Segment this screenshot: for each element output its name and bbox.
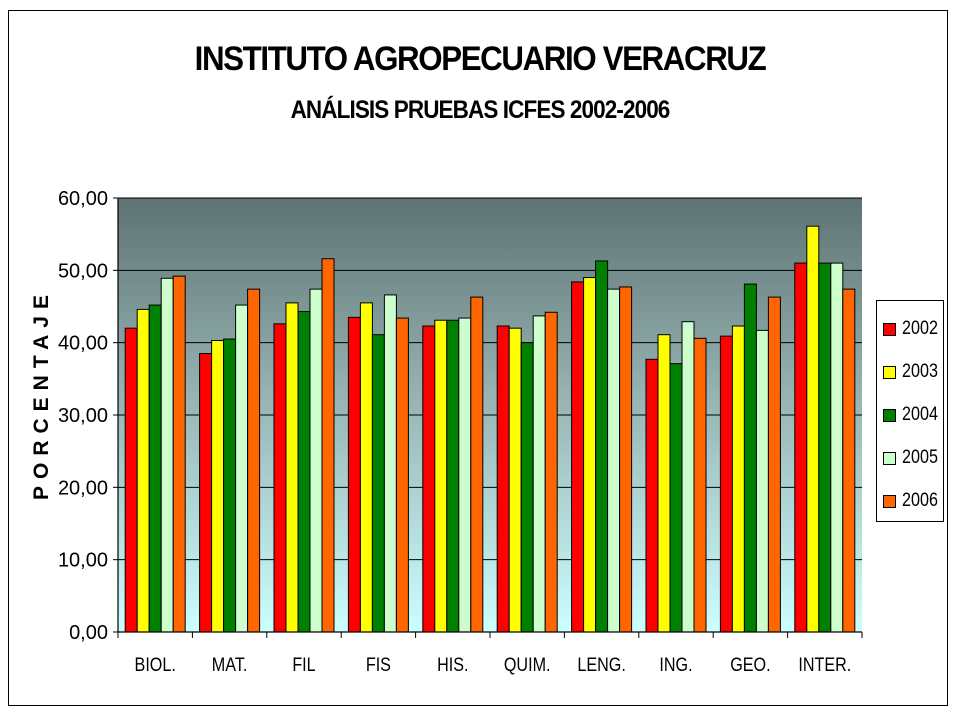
bar-2003-7	[657, 334, 671, 633]
bar-2003-8	[731, 325, 745, 633]
bar-2004-2	[297, 311, 311, 633]
bar-2005-4	[458, 317, 472, 633]
bar-2004-1	[223, 338, 237, 633]
legend-item-2006: 2006	[883, 489, 944, 513]
bar-2006-1	[247, 288, 261, 633]
bar-2004-5	[520, 342, 534, 633]
bar-2002-0	[124, 327, 138, 633]
bar-2002-7	[645, 358, 659, 633]
bar-2005-8	[755, 329, 769, 633]
x-tick-label: BIOL.	[135, 654, 176, 676]
legend-item-2004: 2004	[883, 403, 944, 427]
bar-2002-8	[719, 335, 733, 633]
legend-swatch	[883, 451, 896, 465]
bar-2002-1	[199, 353, 213, 633]
bar-2005-0	[160, 277, 174, 633]
bar-2005-7	[681, 321, 695, 633]
bar-2005-6	[607, 288, 621, 633]
legend-swatch	[883, 365, 896, 379]
legend-item-2003: 2003	[883, 360, 944, 384]
legend-label: 2002	[902, 318, 938, 339]
x-tick-label: LENG.	[577, 654, 625, 676]
bar-2002-5	[496, 325, 510, 633]
legend: 2002 2003 2004 2005 2006	[876, 300, 944, 522]
bar-2002-6	[571, 281, 585, 633]
bar-2002-3	[347, 316, 361, 633]
legend-label: 2003	[902, 361, 938, 382]
y-tick-label: 0,00	[69, 622, 108, 644]
bar-2006-0	[172, 275, 186, 633]
bar-2002-4	[422, 325, 436, 633]
x-tick-label: FIL	[292, 654, 316, 676]
bar-2004-4	[446, 319, 460, 633]
bar-2006-7	[693, 337, 707, 633]
bar-2003-2	[285, 302, 299, 633]
bar-2003-0	[136, 308, 150, 633]
legend-label: 2006	[902, 490, 938, 511]
x-tick-label: HIS.	[437, 654, 468, 676]
bar-2006-3	[395, 317, 409, 633]
legend-swatch	[883, 408, 896, 422]
y-tick-label: 30,00	[58, 405, 108, 427]
bar-2006-2	[321, 258, 335, 633]
legend-label: 2005	[902, 447, 938, 468]
bar-2005-2	[309, 288, 323, 633]
y-tick-label: 50,00	[58, 260, 108, 282]
bar-2006-6	[619, 286, 633, 633]
bar-2005-3	[383, 294, 397, 633]
bar-2004-8	[743, 283, 757, 633]
chart-title: INSTITUTO AGROPECUARIO VERACRUZ	[194, 40, 767, 78]
bar-2003-9	[806, 225, 820, 633]
legend-swatch	[883, 322, 896, 336]
x-tick-label: GEO.	[730, 654, 770, 676]
bar-2006-8	[767, 296, 781, 633]
x-tick-label: ING.	[659, 654, 692, 676]
y-tick-label: 10,00	[58, 550, 108, 572]
bar-2003-6	[583, 277, 597, 633]
bar-2006-5	[544, 311, 558, 633]
bar-2002-9	[794, 262, 808, 633]
bar-2006-4	[470, 296, 484, 633]
bar-2004-7	[669, 363, 683, 633]
bar-2004-0	[148, 304, 162, 633]
bar-2003-5	[508, 327, 522, 633]
bar-2005-1	[235, 304, 249, 633]
bar-2004-6	[595, 260, 609, 633]
legend-label: 2004	[902, 404, 938, 425]
legend-item-2002: 2002	[883, 317, 944, 341]
bar-2003-3	[359, 302, 373, 633]
bar-2003-4	[434, 319, 448, 633]
x-tick-label: MAT.	[212, 654, 248, 676]
x-tick-label: INTER.	[798, 654, 851, 676]
bar-2004-9	[818, 262, 832, 633]
bar-2002-2	[273, 323, 287, 633]
x-tick-label: QUIM.	[504, 654, 551, 676]
x-tick-label: FIS	[366, 654, 391, 676]
y-tick-label: 60,00	[58, 188, 108, 210]
legend-item-2005: 2005	[883, 446, 944, 470]
y-tick-label: 20,00	[58, 477, 108, 499]
legend-swatch	[883, 494, 896, 508]
bar-2005-9	[830, 262, 844, 633]
bar-2003-1	[211, 339, 225, 633]
bar-2004-3	[371, 334, 385, 633]
chart-subtitle: ANÁLISIS PRUEBAS ICFES 2002-2006	[290, 96, 671, 124]
bar-2006-9	[842, 288, 856, 633]
bar-2005-5	[532, 315, 546, 633]
y-tick-label: 40,00	[58, 333, 108, 355]
